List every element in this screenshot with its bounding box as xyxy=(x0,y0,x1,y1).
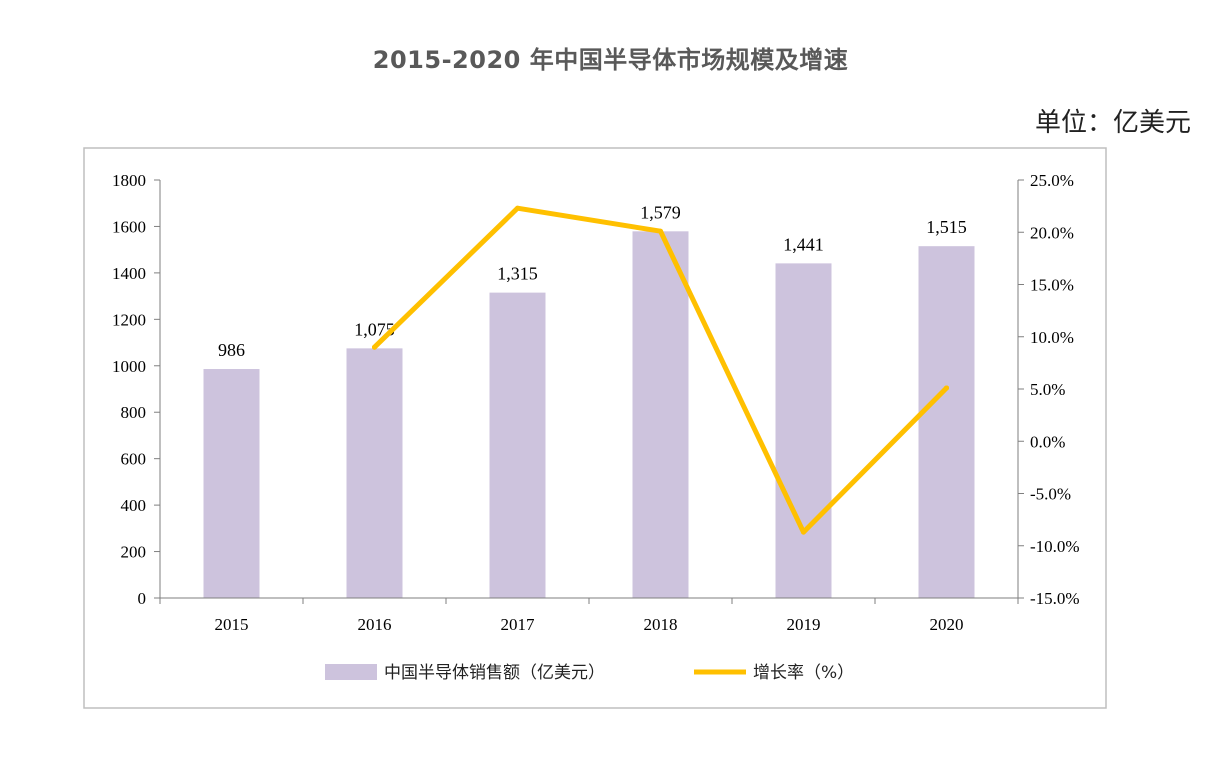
legend-bar-swatch xyxy=(325,664,377,680)
right-tick-label: 15.0% xyxy=(1030,276,1074,295)
unit-label: 单位：亿美元 xyxy=(1034,108,1191,138)
left-tick-label: 1600 xyxy=(112,217,146,236)
x-tick-label: 2018 xyxy=(644,615,678,634)
bar-2017 xyxy=(489,292,546,598)
left-tick-label: 1800 xyxy=(112,171,146,190)
bar-2015 xyxy=(203,369,260,598)
growth-point-2016 xyxy=(372,344,377,350)
chart-frame xyxy=(83,147,1107,709)
x-tick-label: 2019 xyxy=(787,615,821,634)
right-tick-label: -15.0% xyxy=(1030,589,1080,608)
right-tick-label: -10.0% xyxy=(1030,537,1080,556)
x-tick-label: 2015 xyxy=(215,615,249,634)
left-tick-label: 1400 xyxy=(112,264,146,283)
x-tick-label: 2016 xyxy=(358,615,392,634)
growth-point-2018 xyxy=(658,228,663,234)
bar-value-label: 1,441 xyxy=(783,234,824,254)
left-tick-label: 200 xyxy=(121,543,147,562)
growth-point-2019 xyxy=(801,529,806,535)
growth-point-2020 xyxy=(944,385,949,391)
right-tick-label: 5.0% xyxy=(1030,380,1065,399)
growth-point-2017 xyxy=(515,205,520,211)
chart-title: 2015-2020 年中国半导体市场规模及增速 xyxy=(372,46,849,74)
left-tick-label: 800 xyxy=(121,403,147,422)
bar-value-label: 1,515 xyxy=(926,217,967,237)
left-tick-label: 1000 xyxy=(112,357,146,376)
left-tick-label: 0 xyxy=(138,589,147,608)
right-tick-label: 25.0% xyxy=(1030,171,1074,190)
right-tick-label: 0.0% xyxy=(1030,432,1065,451)
left-tick-label: 1200 xyxy=(112,310,146,329)
legend-line-label: 增长率（%） xyxy=(753,663,854,683)
bar-2016 xyxy=(346,348,403,598)
bar-2019 xyxy=(775,263,832,598)
bar-value-label: 1,579 xyxy=(640,202,681,222)
bar-value-label: 986 xyxy=(218,340,245,360)
x-tick-label: 2017 xyxy=(501,615,536,634)
x-tick-label: 2020 xyxy=(930,615,964,634)
right-tick-label: 20.0% xyxy=(1030,223,1074,242)
bar-2018 xyxy=(632,231,689,598)
bar-2020 xyxy=(918,246,975,598)
legend-bar-label: 中国半导体销售额（亿美元） xyxy=(384,663,605,683)
right-tick-label: 10.0% xyxy=(1030,328,1074,347)
bar-value-label: 1,315 xyxy=(497,264,538,284)
left-tick-label: 600 xyxy=(121,450,147,469)
right-tick-label: -5.0% xyxy=(1030,485,1071,504)
left-tick-label: 400 xyxy=(121,496,147,515)
